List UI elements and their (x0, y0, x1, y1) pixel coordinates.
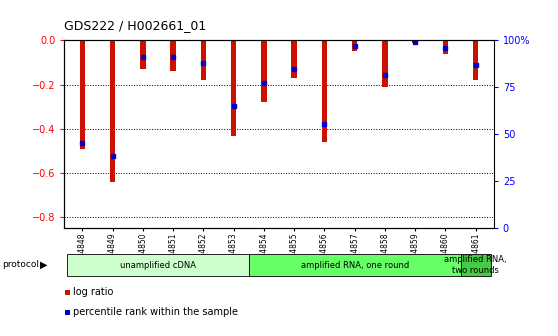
Text: GDS222 / H002661_01: GDS222 / H002661_01 (64, 19, 206, 32)
Bar (261, 40, 267, 102)
Text: log ratio: log ratio (73, 287, 113, 297)
Bar (460, 254, 491, 276)
Bar (382, 40, 388, 87)
Bar (231, 40, 237, 135)
Text: amplified RNA, one round: amplified RNA, one round (301, 261, 409, 269)
Bar (321, 40, 327, 142)
Bar (170, 40, 176, 71)
Bar (67, 254, 249, 276)
Bar (412, 40, 418, 43)
Text: percentile rank within the sample: percentile rank within the sample (73, 307, 238, 318)
Text: unamplified cDNA: unamplified cDNA (120, 261, 196, 269)
Bar (291, 40, 297, 78)
Text: ▶: ▶ (40, 259, 47, 269)
Bar (352, 40, 357, 51)
Bar (442, 40, 448, 54)
Bar (140, 40, 146, 69)
Bar (249, 254, 460, 276)
Text: amplified RNA,
two rounds: amplified RNA, two rounds (444, 255, 507, 275)
Bar (473, 40, 478, 80)
Bar (201, 40, 206, 80)
Bar (110, 40, 116, 182)
Text: protocol: protocol (2, 260, 39, 269)
Bar (80, 40, 85, 149)
